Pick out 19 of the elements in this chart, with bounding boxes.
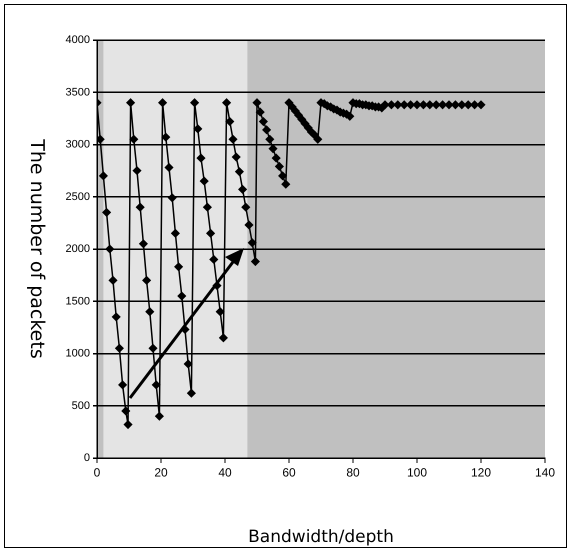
- y-tick-label: 1500: [66, 295, 90, 308]
- y-tick-label: 3500: [66, 86, 90, 98]
- x-tick-label: 0: [94, 466, 101, 480]
- x-tick-label: 60: [282, 466, 296, 480]
- x-axis-title: Bandwidth/depth: [248, 527, 394, 548]
- x-tick-label: 140: [534, 466, 556, 480]
- y-axis-title: The number of packets: [26, 138, 48, 359]
- x-tick-label: 20: [154, 466, 168, 480]
- y-tick-label: 0: [84, 452, 90, 464]
- y-tick-label: 4000: [66, 34, 90, 46]
- x-tick-label: 80: [346, 466, 360, 480]
- y-tick-label: 500: [72, 400, 90, 412]
- x-tick-label: 120: [470, 466, 492, 480]
- y-tick-label: 1000: [66, 348, 90, 360]
- y-tick-label: 2500: [66, 190, 90, 203]
- x-tick-label: 40: [218, 466, 232, 480]
- y-tick-label: 3000: [66, 138, 90, 151]
- y-tick-label: 2000: [66, 243, 90, 256]
- x-tick-label: 100: [406, 466, 428, 480]
